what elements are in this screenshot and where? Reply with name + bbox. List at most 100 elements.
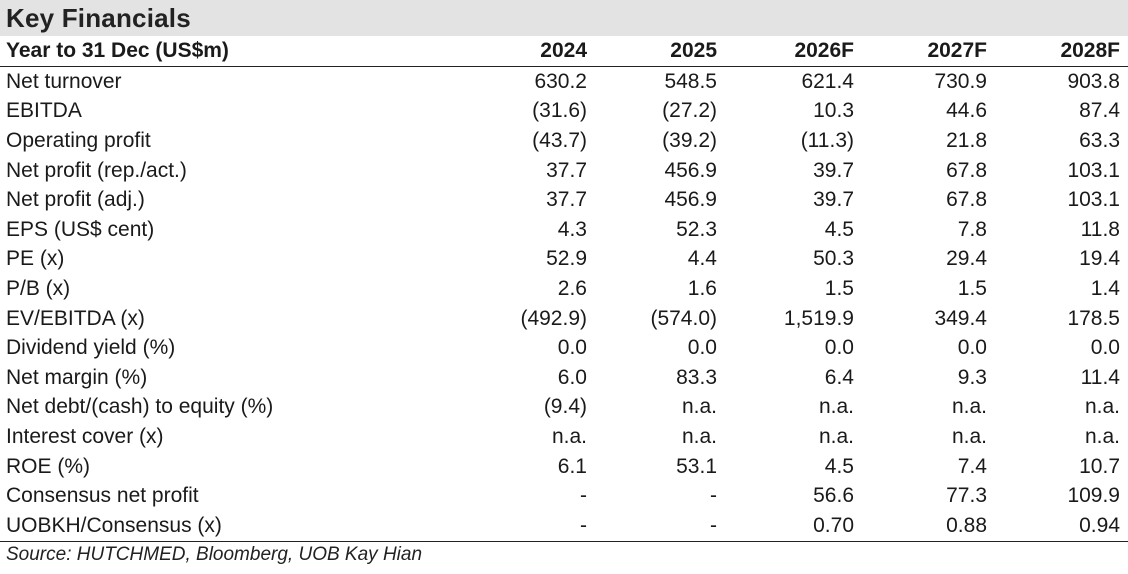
cell-value: 21.8 <box>946 128 987 152</box>
cell-value: 83.3 <box>676 365 717 389</box>
row-label: ROE (%) <box>6 454 90 478</box>
header-label: Year to 31 Dec (US$m) <box>0 36 430 67</box>
header-row: Year to 31 Dec (US$m) 2024 2025 2026F 20… <box>0 36 1128 67</box>
cell-value: 7.8 <box>957 217 987 241</box>
row-label: Net margin (%) <box>6 365 148 389</box>
cell-value: 621.4 <box>801 69 854 93</box>
financials-table: Year to 31 Dec (US$m) 2024 2025 2026F 20… <box>0 36 1128 541</box>
cell-value: 9.3 <box>957 365 987 389</box>
cell-value: 4.5 <box>824 454 854 478</box>
header-year-2027f: 2027F <box>862 36 995 67</box>
cell-value: 2.6 <box>557 276 587 300</box>
header-year-2024: 2024 <box>430 36 595 67</box>
row-label: Dividend yield (%) <box>6 336 176 360</box>
cell-value: - <box>580 513 587 537</box>
cell-value: 0.0 <box>1090 336 1120 360</box>
cell-value: 10.3 <box>813 99 854 123</box>
cell-value: (31.6) <box>532 99 587 123</box>
cell-value: 0.0 <box>957 336 987 360</box>
cell-value: 0.0 <box>687 336 717 360</box>
row-label: EPS (US$ cent) <box>6 217 155 241</box>
table-row: UOBKH/Consensus (x) - - 0.70 0.88 0.94 <box>0 511 1128 541</box>
cell-value: 0.0 <box>824 336 854 360</box>
cell-value: (574.0) <box>650 306 717 330</box>
cell-value: 7.4 <box>957 454 987 478</box>
cell-value: 1.5 <box>957 276 987 300</box>
cell-value: 0.88 <box>946 513 987 537</box>
row-label: Operating profit <box>6 128 151 152</box>
cell-value: 44.6 <box>946 99 987 123</box>
cell-value: 1,519.9 <box>783 306 854 330</box>
row-label: Consensus net profit <box>6 484 199 508</box>
cell-value: 903.8 <box>1067 69 1120 93</box>
cell-value: n.a. <box>551 424 587 448</box>
cell-value: 178.5 <box>1067 306 1120 330</box>
cell-value: 4.5 <box>824 217 854 241</box>
cell-value: 4.4 <box>687 247 717 271</box>
cell-value: 10.7 <box>1079 454 1120 478</box>
table-row: EBITDA (31.6) (27.2) 10.3 44.6 87.4 <box>0 97 1128 127</box>
cell-value: 0.94 <box>1079 513 1120 537</box>
cell-value: 6.4 <box>824 365 854 389</box>
cell-value: 67.8 <box>946 188 987 212</box>
cell-value: 39.7 <box>813 158 854 182</box>
header-year-2028f: 2028F <box>995 36 1128 67</box>
cell-value: (11.3) <box>800 128 854 152</box>
source-note: Source: HUTCHMED, Bloomberg, UOB Kay Hia… <box>6 543 423 565</box>
cell-value: 11.8 <box>1080 217 1120 241</box>
cell-value: 0.70 <box>813 513 854 537</box>
cell-value: - <box>580 484 587 508</box>
cell-value: 56.6 <box>813 484 854 508</box>
cell-value: 37.7 <box>546 158 587 182</box>
table-row: P/B (x) 2.6 1.6 1.5 1.5 1.4 <box>0 274 1128 304</box>
cell-value: 548.5 <box>664 69 717 93</box>
cell-value: 103.1 <box>1067 158 1120 182</box>
cell-value: 52.3 <box>676 217 717 241</box>
table-row: EV/EBITDA (x) (492.9) (574.0) 1,519.9 349.4 1… <box>0 304 1128 334</box>
table-title: Key Financials <box>6 2 191 33</box>
table-row: ROE (%) 6.1 53.1 4.5 7.4 10.7 <box>0 452 1128 482</box>
cell-value: - <box>710 484 717 508</box>
row-label: Net profit (rep./act.) <box>6 158 187 182</box>
cell-value: 1.5 <box>824 276 854 300</box>
cell-value: 53.1 <box>676 454 717 478</box>
cell-value: 50.3 <box>813 247 854 271</box>
table-row: PE (x) 52.9 4.4 50.3 29.4 19.4 <box>0 245 1128 275</box>
cell-value: 6.1 <box>557 454 587 478</box>
table-row: Consensus net profit - - 56.6 77.3 109.9 <box>0 481 1128 511</box>
bottom-rule <box>0 540 1128 542</box>
cell-value: (39.2) <box>662 128 717 152</box>
cell-value: (27.2) <box>662 99 717 123</box>
row-label: EV/EBITDA (x) <box>6 306 145 330</box>
cell-value: n.a. <box>681 395 717 419</box>
table-row: Net margin (%) 6.0 83.3 6.4 9.3 11.4 <box>0 363 1128 393</box>
cell-value: n.a. <box>818 395 854 419</box>
table-row: Operating profit (43.7) (39.2) (11.3) 21.8 63… <box>0 126 1128 156</box>
cell-value: 1.4 <box>1090 276 1120 300</box>
cell-value: 0.0 <box>557 336 587 360</box>
row-label: UOBKH/Consensus (x) <box>6 513 222 537</box>
cell-value: 109.9 <box>1067 484 1120 508</box>
cell-value: 63.3 <box>1079 128 1120 152</box>
table-body: Net turnover 630.2 548.5 621.4 730.9 903.8 EBI… <box>0 67 1128 541</box>
cell-value: 456.9 <box>664 188 717 212</box>
cell-value: 1.6 <box>687 276 717 300</box>
cell-value: 67.8 <box>946 158 987 182</box>
row-label: PE (x) <box>6 247 65 271</box>
cell-value: 103.1 <box>1067 188 1120 212</box>
cell-value: (43.7) <box>532 128 587 152</box>
cell-value: 77.3 <box>946 484 987 508</box>
title-bar: Key Financials <box>0 0 1128 36</box>
cell-value: n.a. <box>1084 395 1120 419</box>
header-year-2026f: 2026F <box>725 36 862 67</box>
cell-value: n.a. <box>1084 424 1120 448</box>
table-row: Net turnover 630.2 548.5 621.4 730.9 903.8 <box>0 67 1128 97</box>
cell-value: 630.2 <box>534 69 587 93</box>
cell-value: - <box>710 513 717 537</box>
cell-value: 349.4 <box>934 306 987 330</box>
table-row: Net profit (rep./act.) 37.7 456.9 39.7 67.8 1… <box>0 156 1128 186</box>
cell-value: n.a. <box>951 424 987 448</box>
row-label: Net profit (adj.) <box>6 188 145 212</box>
table-row: Net profit (adj.) 37.7 456.9 39.7 67.8 103.1 <box>0 185 1128 215</box>
table-row: Net debt/(cash) to equity (%) (9.4) n.a. n.… <box>0 393 1128 423</box>
